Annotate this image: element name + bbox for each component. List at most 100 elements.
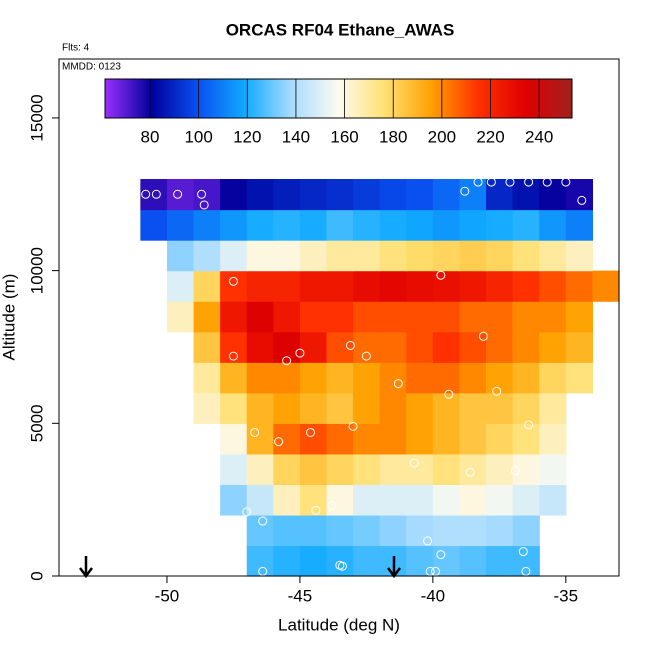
sample-point: [510, 466, 520, 476]
heat-cell: [193, 331, 221, 363]
y-tick-label: 0: [27, 571, 46, 580]
x-tick-label: -45: [288, 586, 313, 605]
heat-cell: [326, 484, 354, 516]
heat-cell: [353, 484, 381, 516]
y-tick-label: 10000: [27, 247, 46, 294]
heat-cell: [246, 331, 274, 363]
heat-cell: [565, 209, 594, 241]
heat-cell: [299, 301, 328, 333]
heat-cell: [246, 423, 274, 455]
heat-cell: [432, 270, 461, 302]
heat-cell: [193, 362, 221, 394]
heat-cell: [432, 240, 461, 272]
heat-cell: [299, 240, 328, 272]
sample-point: [393, 379, 403, 389]
heat-cell: [193, 179, 221, 211]
heat-cell: [273, 453, 301, 485]
heat-cell: [246, 179, 274, 211]
heat-cell: [565, 270, 594, 302]
heat-cell: [353, 179, 381, 211]
heat-cell: [486, 453, 514, 485]
heat-cell: [459, 301, 487, 333]
heat-cell: [353, 209, 381, 241]
colorbar-tick-label: 120: [233, 127, 261, 146]
heat-cell: [459, 240, 487, 272]
heat-cell: [299, 453, 328, 485]
sample-point: [258, 516, 268, 526]
heat-cell: [353, 331, 381, 363]
heat-cell: [299, 209, 328, 241]
heat-cell: [273, 362, 301, 394]
heat-cell: [353, 270, 381, 302]
heat-cell: [246, 209, 274, 241]
heat-cell: [406, 270, 434, 302]
heat-cell: [592, 270, 620, 302]
heat-cell: [220, 240, 248, 272]
heat-cell: [512, 179, 540, 211]
heat-cell: [246, 362, 274, 394]
heat-cell: [166, 209, 195, 241]
heat-cell: [273, 179, 301, 211]
sample-point: [228, 351, 238, 361]
heat-cell: [406, 514, 434, 547]
heat-cell: [539, 301, 567, 333]
heat-cell: [220, 301, 248, 333]
heat-cell: [432, 362, 461, 394]
heat-cell: [166, 301, 195, 333]
heat-cell: [512, 240, 540, 272]
heat-cell: [539, 240, 567, 272]
sample-point: [274, 437, 284, 447]
heat-cell: [273, 331, 301, 363]
heat-cell: [273, 270, 301, 302]
heat-cell: [459, 545, 487, 577]
heat-cell: [299, 545, 328, 577]
heat-cell: [220, 209, 248, 241]
heat-cell: [353, 453, 381, 485]
heat-cell: [486, 240, 514, 272]
y-tick-label: 5000: [27, 404, 46, 442]
heat-cell: [220, 453, 248, 485]
sample-point: [423, 536, 433, 546]
heat-cell: [432, 331, 461, 363]
heat-cell: [326, 453, 354, 485]
sample-point: [337, 561, 347, 571]
sample-point: [295, 348, 305, 358]
heat-cell: [512, 514, 540, 547]
heat-cell: [273, 545, 301, 577]
heat-cell: [406, 179, 434, 211]
heat-cell: [326, 301, 354, 333]
sample-point: [444, 389, 454, 399]
heat-cell: [379, 270, 407, 302]
heat-cell: [539, 484, 567, 516]
heat-cell: [406, 423, 434, 455]
heat-cell: [512, 270, 540, 302]
x-tick-label: -40: [421, 586, 446, 605]
heat-cell: [220, 331, 248, 363]
sample-point: [425, 566, 435, 576]
heat-cell: [459, 270, 487, 302]
heat-cell: [486, 484, 514, 516]
heat-cell: [326, 209, 354, 241]
sample-point: [306, 427, 316, 437]
plot-frame: [58, 58, 620, 577]
heat-cell: [299, 362, 328, 394]
sample-point: [478, 331, 488, 341]
heat-cell: [273, 209, 301, 241]
heat-cell: [459, 362, 487, 394]
heat-cell: [486, 392, 514, 424]
heat-cell: [539, 453, 567, 485]
sample-point: [601, 324, 611, 334]
sample-point: [282, 356, 292, 366]
sample-point: [486, 177, 496, 187]
heat-cell: [246, 301, 274, 333]
heat-cell: [565, 179, 594, 211]
heat-cell: [379, 423, 407, 455]
heat-cell: [220, 270, 248, 302]
heat-cell: [299, 423, 328, 455]
sample-point: [327, 501, 337, 511]
heat-cell: [406, 209, 434, 241]
heat-cell: [565, 362, 594, 394]
heat-cell: [273, 423, 301, 455]
heat-cell: [459, 392, 487, 424]
sample-point: [409, 458, 419, 468]
